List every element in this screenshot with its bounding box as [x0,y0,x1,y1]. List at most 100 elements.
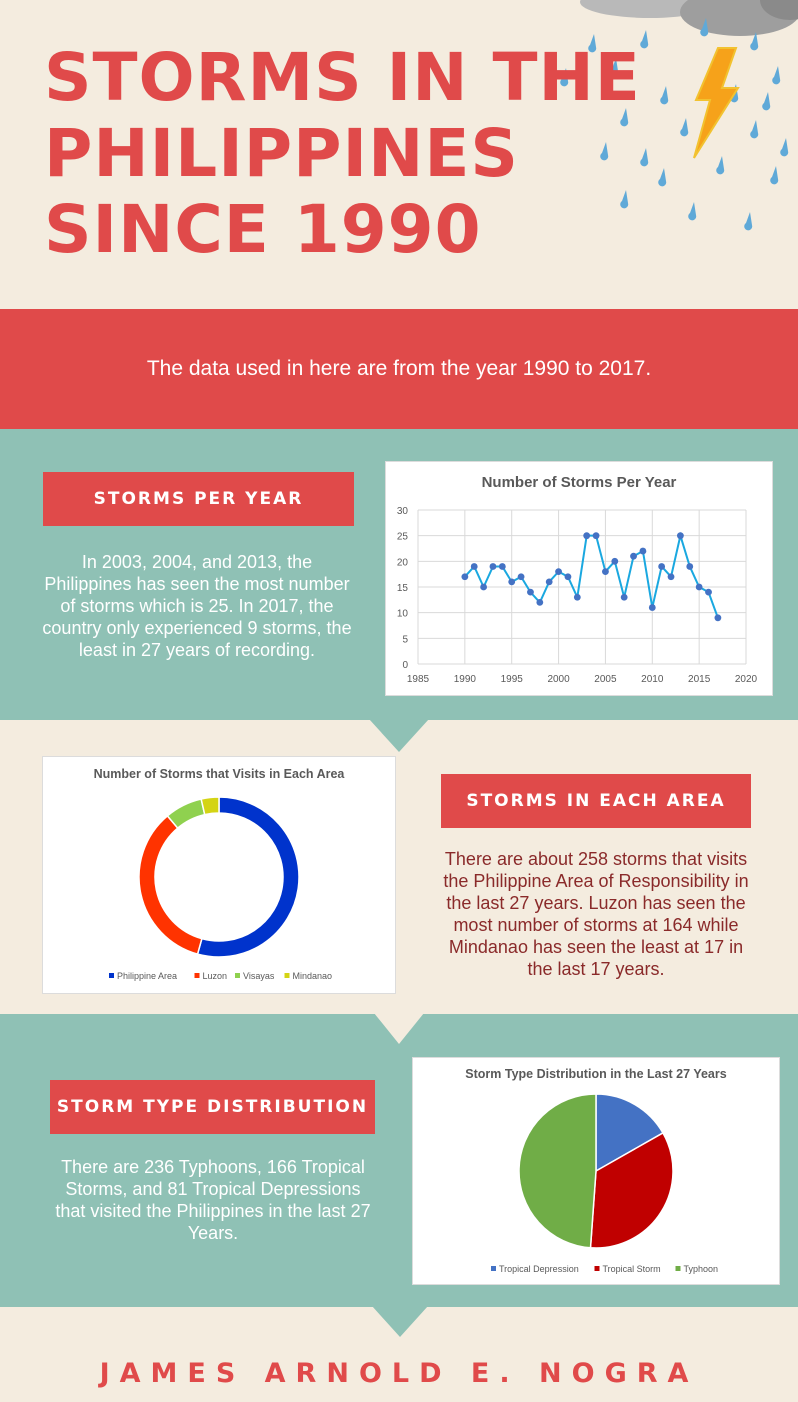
raindrop-icon [640,148,649,167]
data-point [677,532,684,540]
pie-chart-title: Storm Type Distribution in the Last 27 Y… [465,1067,727,1081]
data-point [630,552,637,560]
data-point [480,583,487,591]
data-point [508,578,516,586]
data-point [527,588,534,596]
data-point [602,568,609,575]
pie-chart-card: Storm Type Distribution in the Last 27 Y… [412,1057,780,1285]
line-chart-title: Number of Storms Per Year [481,474,677,491]
slice-mindanao [200,796,220,816]
data-point [714,614,722,622]
raindrop-icon [716,156,725,175]
slice-tropical-storm [589,1131,674,1249]
y-tick-label: 25 [397,532,409,543]
intro-text: The data used in here are from the year … [146,357,652,380]
data-point [517,573,525,581]
storm-type-text: There are 236 Typhoons, 166 Tropical Sto… [55,1157,371,1243]
legend-swatch [284,973,290,978]
y-tick-label: 0 [402,660,408,671]
legend-swatch [194,973,200,978]
data-point [611,557,619,565]
data-point [667,573,675,581]
slice-luzon [138,814,203,956]
y-tick-label: 30 [397,506,409,517]
data-point [536,599,544,606]
storm-cloud-illustration [560,0,798,231]
raindrop-icon [658,168,667,187]
storm-type-label: STORM TYPE DISTRIBUTION [50,1080,375,1134]
raindrop-icons [560,18,789,231]
raindrop-icon [772,66,781,85]
data-point [686,563,694,570]
legend-swatch [235,973,240,978]
raindrop-icon [688,202,697,221]
donut-chart-title: Number of Storms that Visits in Each Are… [93,767,345,781]
series-line [464,531,719,619]
donut-chart: Philippine Area Luzon Visayas Mindanao [109,796,333,981]
x-tick-label: 2010 [641,674,664,685]
cloud-icon [760,0,798,20]
raindrop-icon [680,118,689,137]
y-tick-label: 20 [397,557,409,568]
page-title: STORMS IN THE PHILIPPINES SINCE 1990 [44,39,641,268]
x-tick-label: 1990 [454,674,477,685]
y-tick-label: 15 [397,583,409,594]
storms-per-year-label: STORMS PER YEAR [43,472,354,526]
slice-tropical-depression [595,1093,664,1173]
data-point [489,563,497,570]
divider-arrow [369,719,429,752]
data-point [461,573,469,581]
data-point [545,578,553,586]
raindrop-icon [744,212,753,231]
raindrop-icon [660,86,669,105]
line-chart-card: Number of Storms Per Year 0 5 10 15 20 25 30 19… [385,461,773,696]
x-tick-label: 1995 [501,674,524,685]
data-point [620,593,628,601]
data-point [592,532,600,540]
storms-per-year-text: In 2003, 2004, and 2013, the Philippines… [42,552,352,660]
legend-label: Visayas [243,971,275,981]
data-point [705,588,712,596]
raindrop-icon [600,142,609,161]
legend-label: Mindanao [293,971,333,981]
data-point [695,583,703,591]
legend-swatch [594,1266,600,1271]
raindrop-icon [620,190,629,209]
y-tick-label: 5 [402,634,408,645]
legend-label: Philippine Area [117,971,177,981]
legend-label: Tropical Depression [499,1264,579,1274]
legend-label: Luzon [203,971,228,981]
x-tick-label: 1985 [407,674,430,685]
raindrop-icon [588,34,597,53]
data-point [555,568,562,575]
x-tick-label: 2005 [594,674,617,685]
data-point [658,563,666,570]
slice-typhoon [518,1093,597,1249]
raindrop-icon [762,92,771,111]
intro-banner: The data used in here are from the year … [0,309,798,429]
data-point [583,532,591,540]
data-point [498,563,506,570]
data-point [573,593,581,601]
author-name: JAMES ARNOLD E. NOGRA [99,1358,699,1389]
raindrop-icon [780,138,789,157]
divider-notch [374,1013,424,1044]
raindrop-icon [560,68,569,87]
slice-philippine-area [196,796,300,958]
raindrop-icon [610,58,619,77]
data-point [564,573,572,581]
raindrop-icon [750,120,759,139]
legend-label: Typhoon [684,1264,719,1274]
lightning-icon [693,47,740,159]
storms-each-area-label: STORMS IN EACH AREA [441,774,751,828]
x-tick-label: 2000 [547,674,570,685]
raindrop-icon [750,32,759,51]
line-chart: 0 5 10 15 20 25 30 1985 1990 1995 2000 2005 2010 2015… [397,506,758,685]
legend-swatch [109,973,114,978]
data-point [470,563,478,570]
raindrop-icon [640,30,649,49]
legend-label: Tropical Storm [603,1264,661,1274]
y-tick-label: 10 [397,609,409,620]
pie-chart: Tropical Depression Tropical Storm Typhoon [491,1093,719,1274]
raindrop-icon [770,166,779,185]
